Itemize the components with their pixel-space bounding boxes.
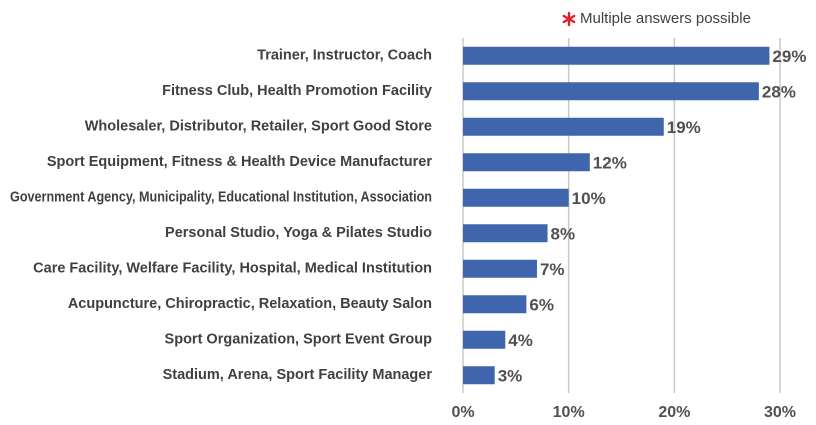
category-label: Sport Organization, Sport Event Group [165, 332, 433, 348]
value-label: 28% [762, 83, 796, 102]
note-asterisk [562, 11, 576, 27]
value-label: 12% [593, 154, 627, 173]
bar [463, 295, 527, 314]
x-tick-label: 0% [451, 404, 474, 421]
bar [463, 46, 770, 65]
bar [463, 224, 548, 243]
value-label: 29% [772, 47, 806, 66]
category-label: Sport Equipment, Fitness & Health Device… [47, 154, 432, 170]
x-tick-label: 20% [658, 404, 690, 421]
annotation: Multiple answers possible [580, 10, 751, 27]
category-label: Acupuncture, Chiropractic, Relaxation, B… [68, 296, 432, 312]
bar [463, 366, 495, 385]
category-label: Wholesaler, Distributor, Retailer, Sport… [85, 119, 432, 135]
value-label: 7% [540, 260, 565, 279]
bar [463, 330, 506, 349]
bar [463, 153, 590, 172]
x-tick-label: 10% [553, 404, 585, 421]
category-label: Stadium, Arena, Sport Facility Manager [163, 367, 433, 383]
category-label: Fitness Club, Health Promotion Facility [162, 83, 432, 99]
bar [463, 117, 664, 136]
value-label: 10% [572, 189, 606, 208]
bar [463, 82, 759, 101]
value-label: 19% [667, 118, 701, 137]
bar [463, 188, 569, 207]
value-label: 4% [508, 331, 533, 350]
value-label: 8% [551, 225, 576, 244]
category-label: Care Facility, Welfare Facility, Hospita… [33, 261, 432, 277]
bar [463, 259, 537, 278]
category-label: Personal Studio, Yoga & Pilates Studio [165, 225, 432, 241]
value-label: 6% [529, 296, 554, 315]
x-tick-label: 30% [764, 404, 796, 421]
value-label: 3% [498, 367, 523, 386]
category-label: Government Agency, Municipality, Educati… [10, 190, 432, 206]
category-label: Trainer, Instructor, Coach [257, 48, 432, 64]
